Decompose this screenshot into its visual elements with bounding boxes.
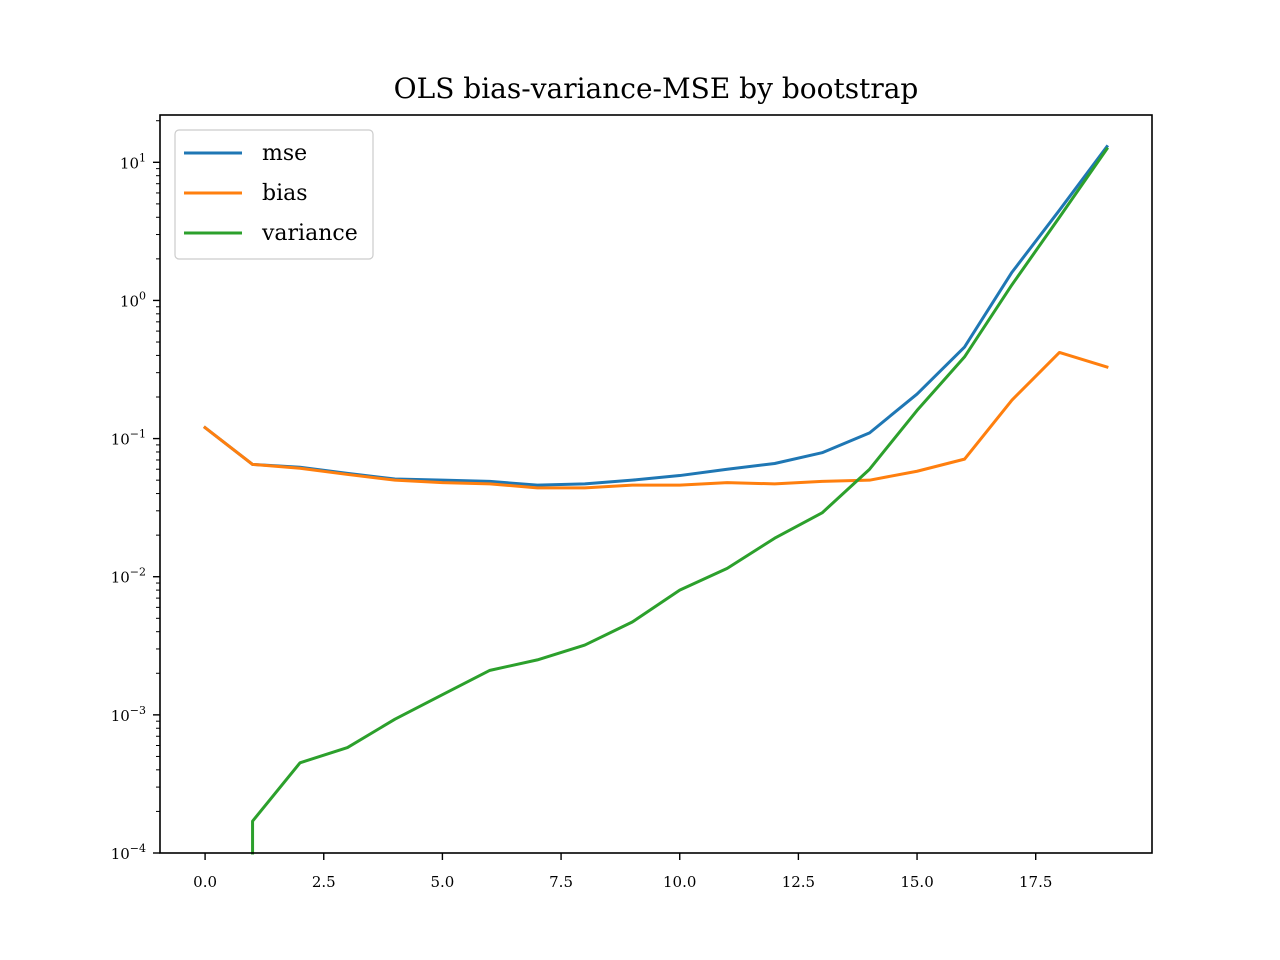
series-layer xyxy=(202,144,1110,855)
y-tick-label: 100 xyxy=(120,289,146,310)
chart-title: OLS bias-variance-MSE by bootstrap xyxy=(394,72,919,105)
legend-label-variance: variance xyxy=(261,221,358,246)
y-tick-label: 10−2 xyxy=(111,566,146,587)
y-tick-label: 10−3 xyxy=(111,704,146,725)
x-tick-label: 2.5 xyxy=(312,873,336,891)
legend: mse bias variance xyxy=(174,129,374,260)
y-tick-label: 10−1 xyxy=(111,428,146,449)
y-tick-label: 10−4 xyxy=(111,842,146,863)
x-tick-label: 0.0 xyxy=(193,873,217,891)
x-tick-label: 12.5 xyxy=(782,873,815,891)
y-axis: 101 100 10−1 10−2 10−3 10−4 xyxy=(111,151,160,863)
legend-label-bias: bias xyxy=(262,181,308,206)
x-tick-label: 7.5 xyxy=(549,873,573,891)
x-tick-label: 17.5 xyxy=(1019,873,1052,891)
series-line-variance xyxy=(251,146,1109,855)
x-tick-label: 5.0 xyxy=(430,873,454,891)
plot-frame xyxy=(159,114,1153,854)
series-line-bias xyxy=(202,350,1109,490)
x-tick-label: 10.0 xyxy=(663,873,696,891)
x-axis: 0.0 2.5 5.0 7.5 10.0 12.5 15.0 17.5 xyxy=(193,853,1052,891)
legend-label-mse: mse xyxy=(262,141,307,166)
x-tick-label: 15.0 xyxy=(900,873,933,891)
legend-box xyxy=(174,129,374,260)
y-tick-label: 101 xyxy=(120,151,146,172)
